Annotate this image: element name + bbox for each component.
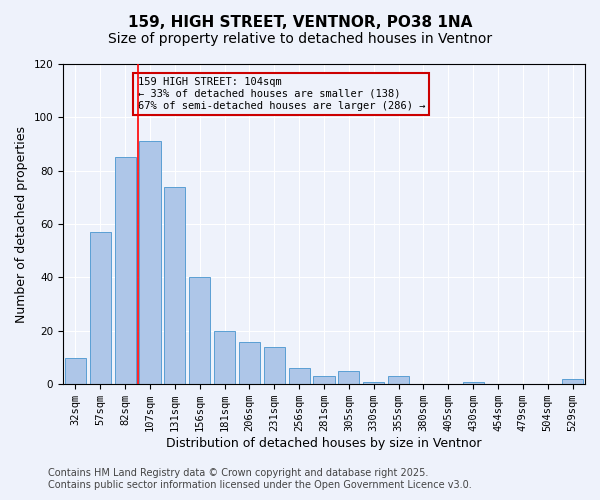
Bar xyxy=(214,331,235,384)
Y-axis label: Number of detached properties: Number of detached properties xyxy=(15,126,28,322)
Bar xyxy=(289,368,310,384)
Bar xyxy=(363,382,384,384)
Bar xyxy=(65,358,86,384)
Bar xyxy=(189,278,210,384)
Bar xyxy=(164,187,185,384)
Bar xyxy=(562,379,583,384)
Text: Size of property relative to detached houses in Ventnor: Size of property relative to detached ho… xyxy=(108,32,492,46)
Bar xyxy=(463,382,484,384)
Bar xyxy=(90,232,111,384)
Bar xyxy=(313,376,335,384)
Bar xyxy=(264,347,285,384)
Bar xyxy=(388,376,409,384)
Bar xyxy=(139,142,161,384)
X-axis label: Distribution of detached houses by size in Ventnor: Distribution of detached houses by size … xyxy=(166,437,482,450)
Bar xyxy=(338,371,359,384)
Text: Contains HM Land Registry data © Crown copyright and database right 2025.
Contai: Contains HM Land Registry data © Crown c… xyxy=(48,468,472,490)
Bar xyxy=(115,158,136,384)
Text: 159 HIGH STREET: 104sqm
← 33% of detached houses are smaller (138)
67% of semi-d: 159 HIGH STREET: 104sqm ← 33% of detache… xyxy=(137,78,425,110)
Bar xyxy=(239,342,260,384)
Text: 159, HIGH STREET, VENTNOR, PO38 1NA: 159, HIGH STREET, VENTNOR, PO38 1NA xyxy=(128,15,472,30)
